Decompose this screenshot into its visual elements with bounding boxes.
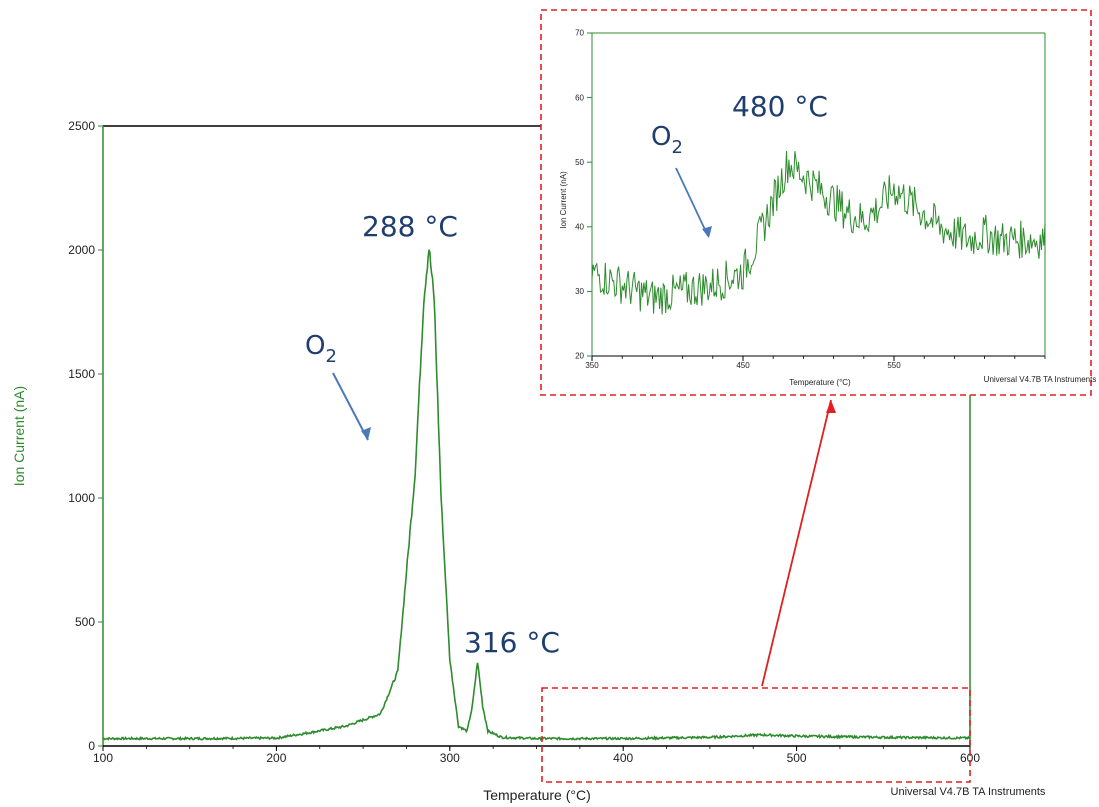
main-xtick-label: 300	[440, 751, 460, 765]
o2-arrow-inset	[675, 167, 709, 237]
peak-480-label: 480 °C	[732, 90, 828, 123]
main-xtick-label: 400	[613, 751, 633, 765]
inset-xtick-label: 450	[736, 361, 750, 370]
inset-xtick-label: 550	[887, 361, 901, 370]
o2-arrowhead-inset	[702, 226, 712, 238]
o2-arrow-main	[332, 372, 369, 441]
main-x-axis-title: Temperature (°C)	[483, 787, 591, 803]
inset-border	[540, 9, 1092, 396]
inset-xtick-label: 350	[585, 361, 599, 370]
peak-316-label: 316 °C	[464, 626, 560, 659]
inset-ytick-label: 40	[575, 222, 584, 231]
o2-label-inset: O2	[651, 122, 683, 158]
peak-288-label: 288 °C	[362, 210, 458, 243]
main-xtick-label: 100	[93, 751, 113, 765]
zoom-region-box	[541, 687, 971, 783]
inset-x-axis-title: Temperature (°C)	[789, 378, 851, 387]
inset-ytick-label: 30	[575, 287, 584, 296]
o2-label-main: O2	[305, 331, 337, 367]
main-ytick-label: 0	[88, 739, 95, 753]
main-xtick-label: 200	[266, 751, 286, 765]
main-ytick-label: 1500	[68, 367, 95, 381]
main-series-line	[102, 249, 971, 741]
main-xtick-label: 500	[787, 751, 807, 765]
main-xtick-label: 600	[960, 751, 980, 765]
main-ytick-label: 2500	[68, 119, 95, 133]
inset-ytick-label: 20	[575, 352, 584, 361]
inset-background	[541, 10, 1091, 395]
inset-footer: Universal V4.7B TA Instruments	[984, 375, 1097, 384]
inset-series-line	[591, 150, 1046, 315]
main-ytick-label: 500	[75, 615, 95, 629]
main-y-axis-title: Ion Current (nA)	[11, 386, 27, 486]
zoom-arrowhead	[826, 400, 836, 413]
inset-ytick-label: 50	[575, 158, 584, 167]
main-footer: Universal V4.7B TA Instruments	[891, 786, 1046, 798]
inset-ytick-label: 60	[575, 93, 584, 102]
main-ytick-label: 2000	[68, 243, 95, 257]
o2-arrowhead-main	[361, 427, 371, 440]
zoom-arrow	[761, 399, 832, 687]
inset-ytick-label: 70	[575, 29, 584, 38]
inset-y-axis-title: Ion Current (nA)	[559, 171, 568, 229]
main-ytick-label: 1000	[68, 491, 95, 505]
